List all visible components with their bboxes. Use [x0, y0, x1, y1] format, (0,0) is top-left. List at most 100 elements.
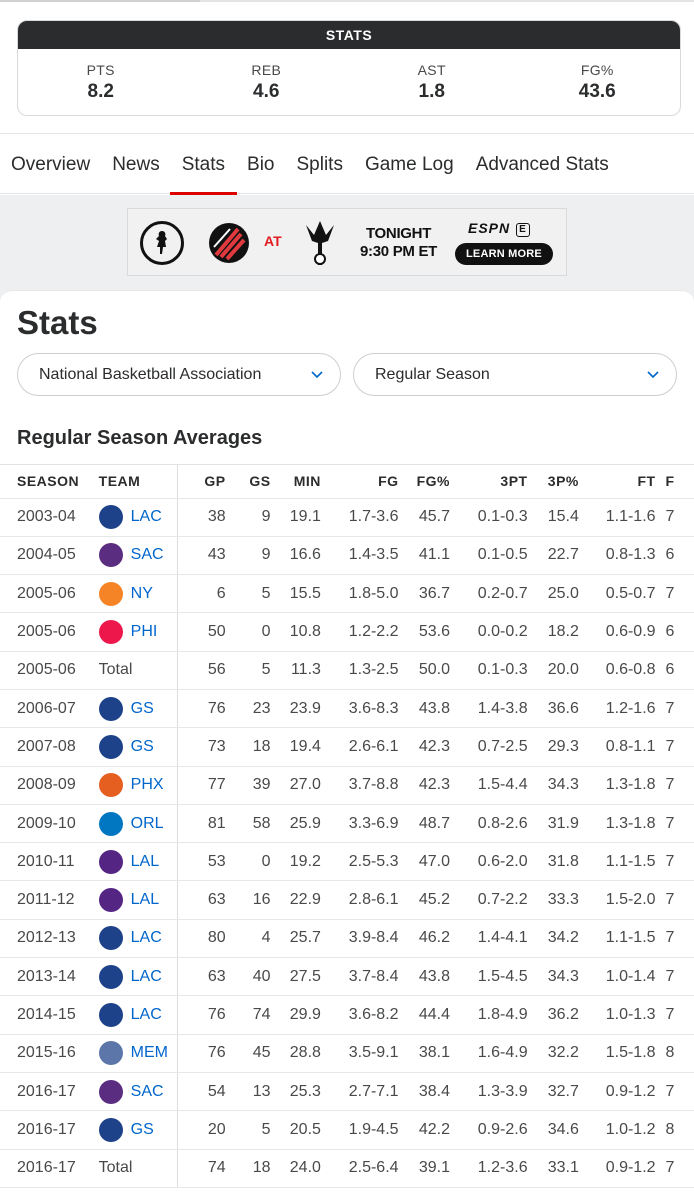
- 3pt-cell: 0.7-2.5: [449, 727, 528, 767]
- team-link[interactable]: LAL: [130, 891, 160, 909]
- team-link[interactable]: MEM: [130, 1044, 168, 1062]
- 3p-pct-cell: 18.2: [527, 612, 579, 652]
- gs-cell: 5: [225, 651, 271, 690]
- team-cell: LAC: [94, 919, 179, 959]
- table-row: 2010-11 LAL 53 0 19.2 2.5-5.3 47.0 0.6-2.0 31.8 1…: [0, 842, 694, 882]
- team-link[interactable]: PHI: [130, 623, 158, 641]
- 3p-pct-cell: 22.7: [527, 536, 579, 576]
- tab-splits[interactable]: Splits: [296, 154, 343, 175]
- col-min[interactable]: MIN: [270, 465, 321, 499]
- team-cell-content[interactable]: LAC: [98, 1003, 178, 1027]
- team-cell: NY: [94, 574, 179, 614]
- col-fg-pct[interactable]: FG%: [398, 465, 450, 499]
- min-cell: 27.0: [270, 766, 321, 805]
- team-cell-content[interactable]: LAL: [98, 849, 178, 874]
- season-cell: 2005-06: [0, 651, 95, 690]
- table-row: 2007-08 GS 73 18 19.4 2.6-6.1 42.3 0.7-2.5 29.3 0…: [0, 727, 694, 767]
- tab-advanced-stats[interactable]: Advanced Stats: [475, 154, 609, 175]
- col-ft[interactable]: FT: [578, 465, 656, 499]
- ft-cell: 0.6-0.9: [578, 612, 656, 652]
- season-cell: 2003-04: [0, 498, 95, 537]
- table-row: 2005-06 Total 56 5 11.3 1.3-2.5 50.0 0.1-0.3 20.…: [0, 651, 694, 690]
- col-gp[interactable]: GP: [177, 465, 226, 499]
- team-cell-content[interactable]: MEM: [98, 1041, 178, 1066]
- fg-cell: 3.3-6.9: [320, 804, 399, 844]
- team-link[interactable]: LAC: [130, 967, 162, 985]
- summary-stat-ast: AST 1.8: [349, 49, 515, 115]
- team-link[interactable]: ORL: [130, 814, 164, 832]
- team-cell-content[interactable]: SAC: [98, 1079, 178, 1104]
- team-cell: GS: [94, 727, 179, 767]
- col-fg[interactable]: FG: [320, 465, 399, 499]
- fg-pct-cell: 39.1: [398, 1149, 450, 1188]
- page-title: Stats: [17, 304, 98, 341]
- team-cell-content[interactable]: GS: [98, 696, 178, 721]
- team-cell-content[interactable]: ORL: [98, 811, 178, 836]
- ft-pct-cell: 7: [655, 880, 694, 920]
- summary-stat-label: PTS: [86, 61, 115, 78]
- col-season[interactable]: SEASON: [0, 465, 95, 499]
- tab-stats[interactable]: Stats: [169, 134, 238, 195]
- tab-news[interactable]: News: [112, 154, 160, 175]
- team-cell-content[interactable]: LAC: [98, 926, 178, 951]
- col-team[interactable]: TEAM: [94, 465, 179, 499]
- team-link[interactable]: LAC: [130, 1006, 162, 1023]
- fg-pct-cell: 45.2: [398, 880, 450, 920]
- team-link[interactable]: LAL: [130, 852, 160, 870]
- team-link[interactable]: PHX: [130, 776, 164, 794]
- fg-cell: 1.8-5.0: [320, 574, 399, 614]
- magic-logo-icon: [98, 811, 123, 836]
- team-cell-content[interactable]: PHI: [98, 620, 178, 645]
- team-link[interactable]: LAC: [130, 508, 162, 526]
- col-3p-pct[interactable]: 3P%: [527, 465, 579, 499]
- 3pt-cell: 1.2-3.6: [449, 1149, 528, 1188]
- ft-cell: 1.5-1.8: [578, 1034, 656, 1073]
- warriors-logo-icon: [98, 696, 123, 721]
- team-link[interactable]: NY: [130, 584, 153, 602]
- league-select[interactable]: National Basketball Association: [17, 353, 341, 396]
- team-cell-content[interactable]: GS: [98, 1117, 178, 1142]
- min-cell: 29.9: [270, 995, 321, 1035]
- team-cell-content[interactable]: LAL: [98, 888, 178, 913]
- fg-pct-cell: 45.7: [398, 498, 450, 537]
- 3pt-cell: 0.0-0.2: [449, 612, 528, 652]
- team-link[interactable]: SAC: [130, 546, 164, 564]
- tab-overview[interactable]: Overview: [11, 154, 91, 175]
- team-link[interactable]: GS: [130, 1120, 154, 1138]
- table-row: 2009-10 ORL 81 58 25.9 3.3-6.9 48.7 0.8-2.6 31.9…: [0, 804, 694, 844]
- 3pt-cell: 0.9-2.6: [449, 1110, 528, 1150]
- team-cell-content[interactable]: LAC: [98, 505, 178, 530]
- table-row: 2012-13 LAC 80 4 25.7 3.9-8.4 46.2 1.4-4.1 34.2 1…: [0, 919, 694, 959]
- team-link[interactable]: GS: [130, 737, 154, 755]
- team-cell-content[interactable]: GS: [98, 734, 178, 759]
- col-3pt[interactable]: 3PT: [449, 465, 528, 499]
- season-type-select[interactable]: Regular Season: [353, 353, 677, 396]
- col-gs[interactable]: GS: [225, 465, 271, 499]
- team-link[interactable]: GS: [130, 699, 154, 717]
- min-cell: 19.2: [270, 842, 321, 882]
- ft-pct-cell: 7: [655, 498, 694, 537]
- summary-stat-value: 4.6: [253, 80, 280, 102]
- fg-pct-cell: 42.3: [398, 727, 450, 767]
- fg-cell: 2.7-7.1: [320, 1072, 399, 1112]
- team-cell-content[interactable]: PHX: [98, 773, 178, 798]
- 3pt-cell: 1.8-4.9: [449, 995, 528, 1035]
- stats-table-scroller[interactable]: SEASON TEAM GP GS MIN FG FG% 3PT 3P% FT …: [0, 464, 694, 1199]
- 3p-pct-cell: 15.4: [527, 498, 579, 537]
- gp-cell: 73: [177, 727, 226, 767]
- team-cell-content[interactable]: NY: [98, 581, 178, 606]
- tab-bio[interactable]: Bio: [247, 154, 275, 175]
- team-cell-content: Total: [99, 1159, 178, 1177]
- team-cell-content[interactable]: SAC: [98, 543, 178, 568]
- learn-more-button[interactable]: LEARN MORE: [455, 243, 553, 265]
- team-link[interactable]: SAC: [130, 1082, 164, 1100]
- summary-stat-value: 43.6: [578, 80, 616, 102]
- team-cell-content[interactable]: LAC: [98, 964, 178, 989]
- tab-game-log[interactable]: Game Log: [364, 154, 454, 175]
- season-cell: 2008-09: [0, 766, 95, 805]
- col-ft-pct[interactable]: F: [655, 465, 694, 499]
- table-row: 2003-04 LAC 38 9 19.1 1.7-3.6 45.7 0.1-0.3 15.4 1…: [0, 498, 694, 537]
- ad-network-label: ESPN: [468, 220, 511, 236]
- game-ad-banner[interactable]: AT TONIGHT 9:30 PM ET ESPN E LEARN MORE: [127, 208, 567, 276]
- team-link[interactable]: LAC: [130, 929, 162, 947]
